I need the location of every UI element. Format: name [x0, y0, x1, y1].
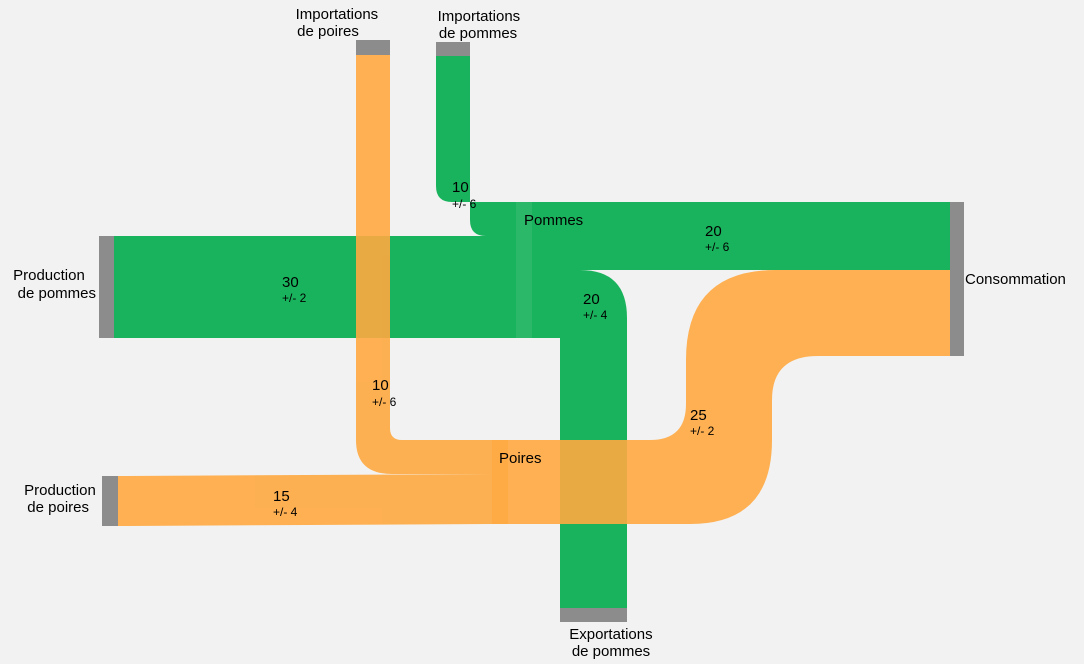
node-imp-pommes[interactable]: [436, 42, 470, 56]
flow-prod-pommes-to-pommes[interactable]: [114, 236, 516, 338]
flow-label-prod-pommes: 30 +/- 2: [282, 274, 307, 305]
flow-label-imp-poires: 10 +/- 6: [372, 377, 397, 409]
label-exp-pommes-line2: de pommes: [572, 643, 650, 660]
flow-value: 20: [583, 291, 600, 308]
label-poires: Poires: [499, 450, 542, 467]
label-imp-pommes-line1: Importations: [438, 8, 521, 25]
flow-label-imp-pommes: 10 +/- 6: [452, 179, 477, 211]
flow-label-pommes-exportations: 20 +/- 4: [583, 291, 608, 322]
label-pommes: Pommes: [524, 212, 583, 229]
flow-value: 30: [282, 274, 299, 291]
flow-uncertainty: +/- 6: [372, 395, 397, 409]
node-imp-poires[interactable]: [356, 40, 390, 55]
label-imp-pommes: Importations de pommes: [438, 8, 525, 42]
label-prod-poires: Production de poires: [24, 482, 100, 516]
flow-poires-to-consommation[interactable]: [492, 270, 950, 524]
label-prod-pommes: Production de pommes: [13, 267, 96, 302]
label-prod-poires-line1: Production: [24, 482, 96, 499]
label-exp-pommes: Exportations de pommes: [569, 626, 657, 660]
flow-uncertainty: +/- 4: [273, 505, 298, 519]
flow-value: 20: [705, 223, 722, 240]
label-imp-poires-line1: Importations: [296, 6, 379, 23]
node-exp-pommes[interactable]: [560, 608, 627, 622]
flow-imp-pommes-to-pommes[interactable]: [436, 56, 516, 236]
flow-label-pommes-consommation: 20 +/- 6: [705, 223, 730, 254]
flow-label-prod-poires: 15 +/- 4: [273, 488, 298, 519]
flow-value: 15: [273, 488, 290, 505]
node-prod-poires[interactable]: [102, 476, 118, 526]
flow-value: 10: [372, 377, 389, 394]
label-imp-poires: Importations de poires: [296, 6, 383, 40]
flow-uncertainty: +/- 6: [705, 240, 730, 254]
node-consommation[interactable]: [950, 202, 964, 356]
label-prod-pommes-line2: de pommes: [18, 285, 96, 302]
flow-value: 10: [452, 179, 469, 196]
flow-uncertainty: +/- 2: [690, 424, 715, 438]
flow-prod-poires-to-poires[interactable]: [118, 474, 492, 526]
flow-value: 25: [690, 407, 707, 424]
label-prod-poires-line2: de poires: [27, 499, 89, 516]
label-consommation: Consommation: [965, 271, 1066, 288]
flow-uncertainty: +/- 4: [583, 308, 608, 322]
flow-label-poires-consommation: 25 +/- 2: [690, 407, 715, 438]
label-exp-pommes-line1: Exportations: [569, 626, 652, 643]
node-prod-pommes[interactable]: [99, 236, 114, 338]
label-imp-pommes-line2: de pommes: [439, 25, 517, 42]
label-prod-pommes-line1: Production: [13, 267, 85, 284]
flow-imp-poires-to-poires[interactable]: [356, 55, 492, 474]
flow-pommes-to-consommation[interactable]: [532, 202, 950, 270]
label-imp-poires-line2: de poires: [297, 23, 359, 40]
poires-flows: [118, 55, 950, 526]
flow-uncertainty: +/- 2: [282, 291, 307, 305]
node-poires[interactable]: [492, 440, 508, 524]
node-pommes[interactable]: [516, 202, 532, 338]
pommes-flows: [114, 56, 950, 608]
flow-uncertainty: +/- 6: [452, 197, 477, 211]
